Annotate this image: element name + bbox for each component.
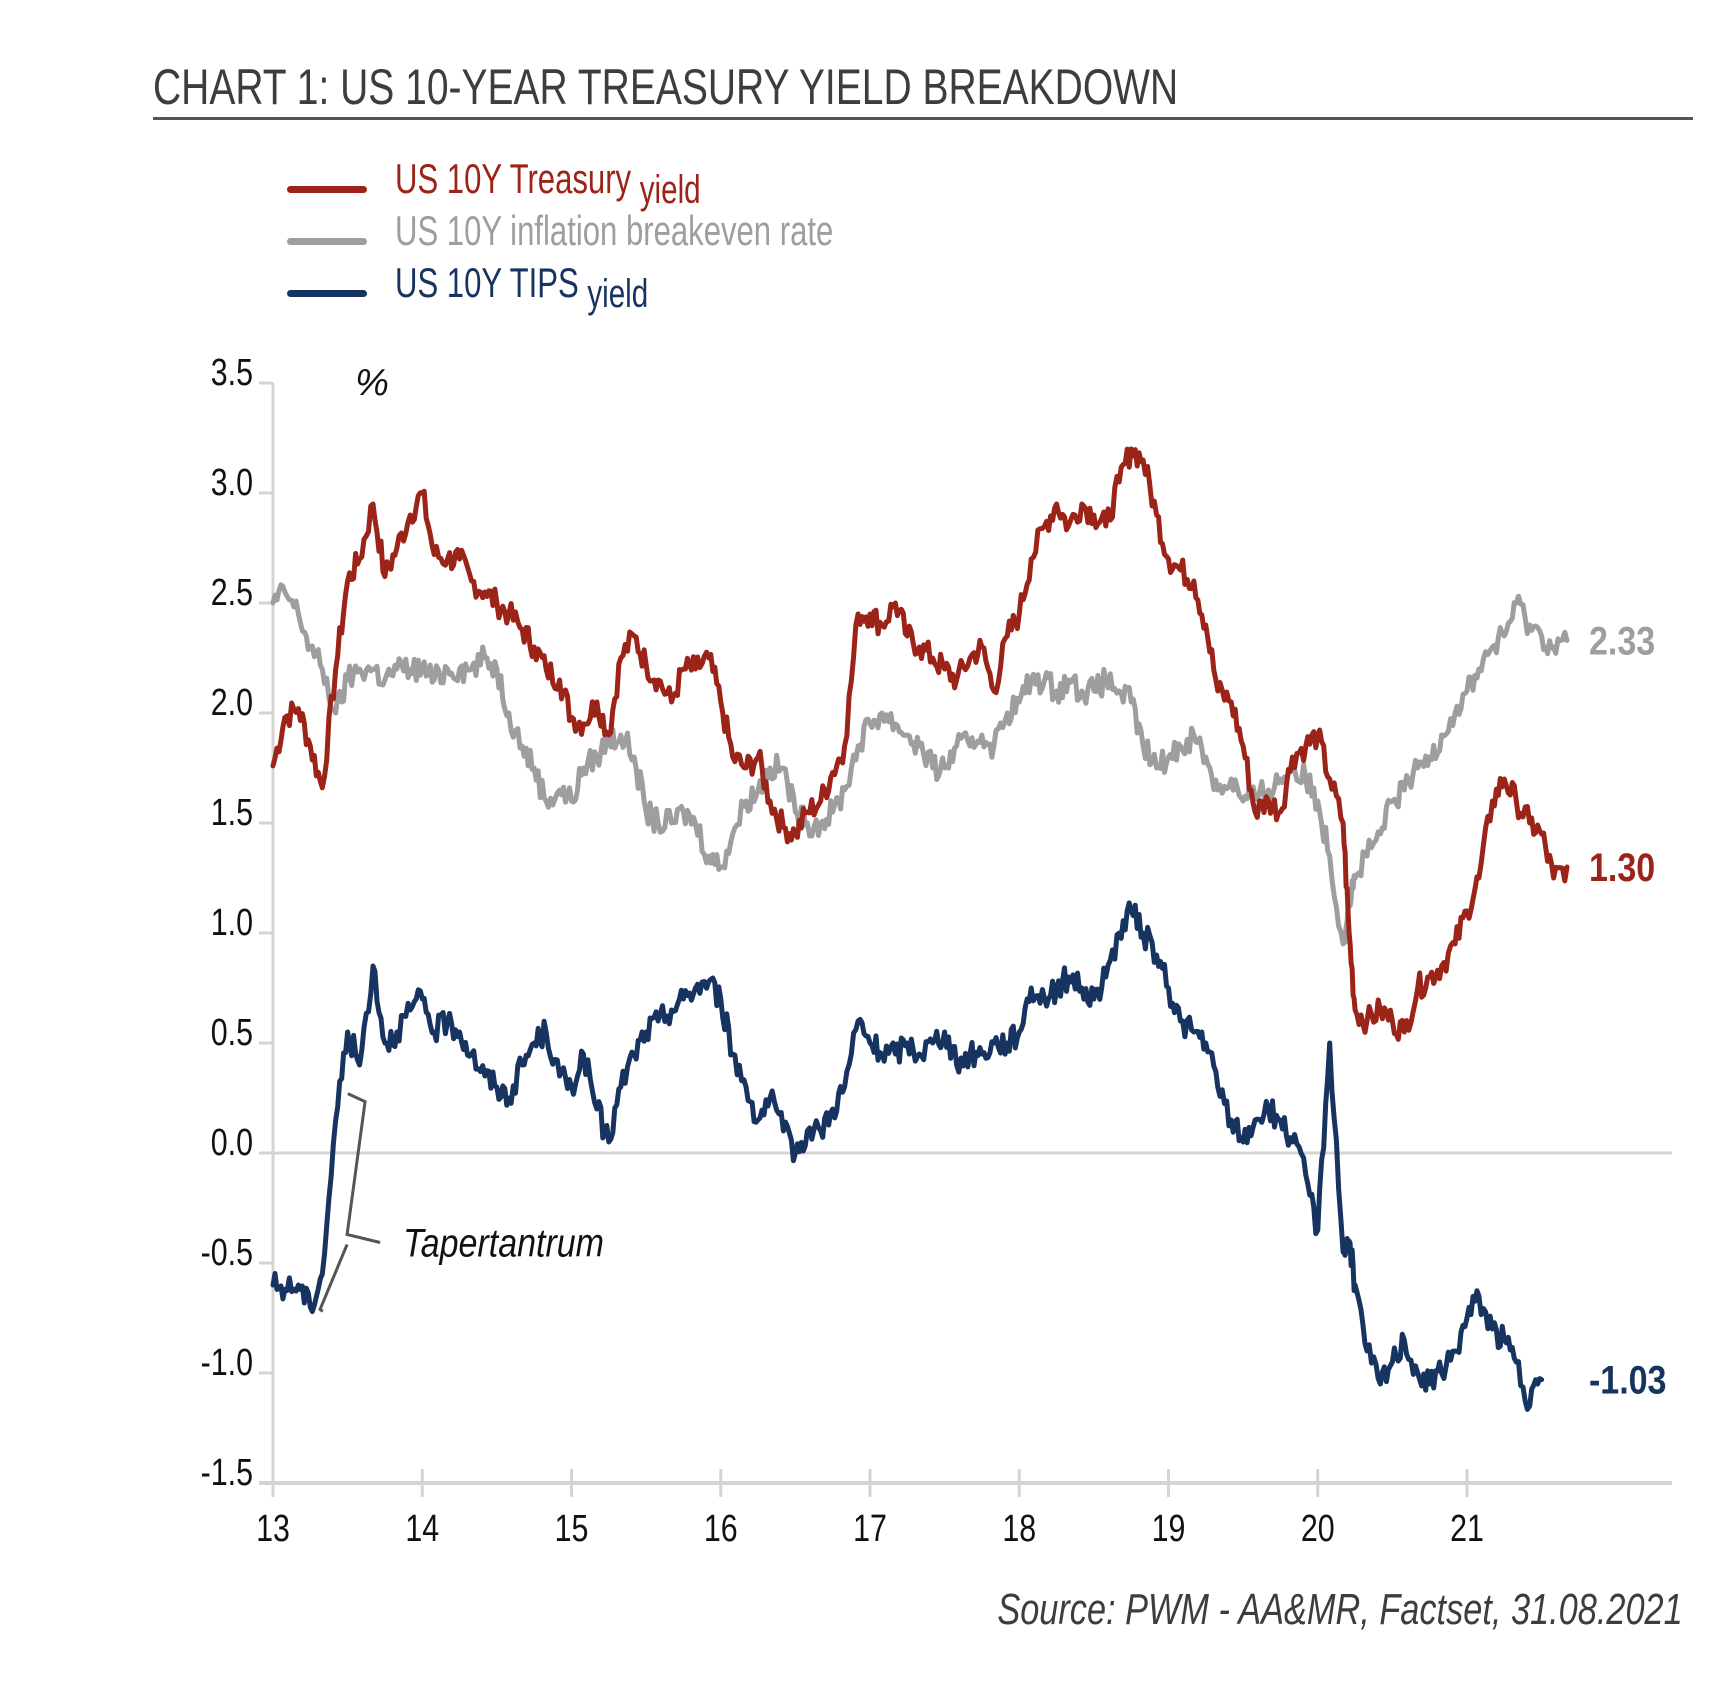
chart-title: CHART 1: US 10-YEAR TREASURY YIELD BREAK… [153, 59, 1179, 115]
x-tick-label: 16 [704, 1508, 738, 1550]
y-tick-label: 0.0 [211, 1122, 253, 1164]
labels-layer: 3.5 3.0 2.5 2.0 1.5 1.0 0.5 0.0 -0.5 -1.0 -1.5% 13 1… [201, 352, 1667, 1550]
x-tick-label: 15 [555, 1508, 589, 1550]
y-tick-label: -1.5 [201, 1452, 253, 1494]
legend-label-treasury: US 10Y Treasury yield [395, 155, 701, 212]
y-tick-label: 0.5 [211, 1012, 253, 1054]
x-tick-label: 18 [1002, 1508, 1036, 1550]
x-tick-label: 13 [256, 1508, 290, 1550]
x-tick-label: 20 [1301, 1508, 1335, 1550]
legend-label-tips: US 10Y TIPS yield [395, 259, 648, 316]
x-tick-label: 14 [405, 1508, 439, 1550]
end-value-label: 2.33 [1589, 618, 1655, 663]
y-tick-label: -0.5 [201, 1232, 253, 1274]
y-unit-label: % [355, 362, 389, 404]
x-tick-label: 19 [1152, 1508, 1186, 1550]
legend-label-main: US 10Y inflation breakeven rate [395, 207, 834, 254]
legend-swatch-treasury [287, 186, 367, 193]
annotation-bracket [318, 1092, 381, 1313]
y-tick-label: 3.0 [211, 462, 253, 504]
legend-swatch-tips [287, 290, 367, 297]
x-tick-label: 21 [1450, 1508, 1484, 1550]
y-tick-label: 1.0 [211, 902, 253, 944]
legend-label-main: US 10Y TIPS [395, 259, 579, 306]
legend-label-breakeven: US 10Y inflation breakeven rate [395, 207, 833, 255]
legend-label-tail: yield [587, 272, 649, 316]
legend-label-main: US 10Y Treasury [395, 155, 632, 202]
x-tick-label: 17 [853, 1508, 887, 1550]
legend-swatch-breakeven [287, 238, 367, 245]
series-line-us-10y-inflation-breakeven-rate [270, 582, 1570, 947]
legend-label-tail: yield [639, 168, 701, 212]
title-underline [153, 117, 1693, 120]
series-layer [270, 446, 1570, 1412]
series-line-us-10y-treasury-yield [270, 446, 1570, 1042]
y-tick-label: 2.5 [211, 572, 253, 614]
end-value-label: -1.03 [1589, 1357, 1666, 1402]
end-value-label: 1.30 [1589, 844, 1655, 889]
axes [259, 381, 1672, 1497]
annotation-label: Tapertantrum [403, 1220, 604, 1265]
source-note: Source: PWM - AA&MR, Factset, 31.08.2021 [997, 1585, 1683, 1634]
y-tick-label: 3.5 [211, 352, 253, 394]
y-tick-label: 2.0 [211, 682, 253, 724]
series-line-us-10y-tips-yield [270, 900, 1545, 1412]
y-tick-label: -1.0 [201, 1342, 253, 1384]
y-tick-label: 1.5 [211, 792, 253, 834]
